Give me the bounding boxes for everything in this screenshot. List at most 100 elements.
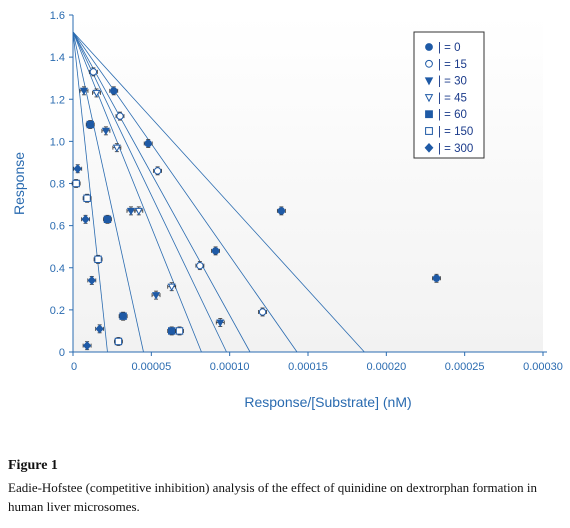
x-tick-label: 0.00030	[523, 361, 563, 373]
data-point	[79, 86, 89, 96]
fit-line	[72, 31, 144, 353]
data-point	[87, 275, 97, 285]
legend-marker	[425, 59, 433, 68]
y-axis-title: Response	[11, 152, 27, 215]
fit-line	[72, 31, 251, 353]
data-points	[71, 67, 441, 351]
legend-entry: | = 150	[438, 126, 473, 138]
data-point	[175, 326, 184, 336]
y-tick-label: 1.2	[50, 94, 65, 106]
y-tick-label: 0.4	[50, 263, 65, 275]
marker-circle-open	[89, 68, 98, 76]
data-point	[112, 143, 122, 153]
data-point	[109, 86, 119, 96]
y-tick-label: 0.2	[50, 305, 65, 317]
fit-lines	[72, 31, 365, 353]
data-point	[276, 206, 286, 216]
data-point	[143, 139, 153, 148]
marker-circle-open	[258, 308, 267, 316]
marker-triangle-filled	[101, 127, 110, 136]
x-tick-label: 0.00010	[210, 361, 250, 373]
marker-triangle-open	[134, 207, 143, 216]
legend-marker	[424, 142, 434, 153]
marker-circle-filled	[144, 139, 152, 148]
legend-marker	[424, 77, 434, 86]
figure-caption: Figure 1 Eadie-Hofstee (competitive inhi…	[8, 458, 563, 516]
marker-circle-open	[116, 112, 124, 120]
figure-label: Figure 1	[8, 458, 58, 473]
marker-diamond-filled	[95, 324, 104, 334]
data-point	[73, 164, 83, 174]
x-axis-title: Response/[Substrate] (nM)	[244, 394, 411, 410]
marker-square-open	[175, 327, 184, 335]
data-point	[92, 88, 101, 98]
marker-diamond-filled	[87, 275, 96, 285]
y-tick-label: 0.8	[50, 179, 65, 191]
legend-marker	[425, 127, 433, 135]
marker-circle-filled	[110, 87, 118, 95]
data-point	[211, 246, 220, 256]
data-point	[82, 341, 92, 351]
marker-diamond-filled	[82, 341, 92, 351]
y-tick-label: 0	[59, 347, 65, 359]
y-tick-label: 0.6	[50, 221, 65, 233]
marker-triangle-open	[92, 89, 101, 98]
figure-description: Eadie-Hofstee (competitive inhibition) a…	[8, 480, 537, 514]
marker-square-filled	[119, 312, 127, 320]
data-point	[71, 179, 81, 188]
fit-line	[72, 31, 108, 353]
fit-line	[72, 31, 202, 353]
legend-entry: | = 300	[438, 143, 473, 155]
data-point	[153, 166, 163, 176]
legend-marker	[425, 110, 433, 119]
data-point	[167, 282, 177, 292]
fit-line	[72, 31, 298, 353]
legend-entry: | = 0	[438, 42, 461, 54]
data-point	[101, 126, 111, 136]
data-point	[258, 307, 267, 317]
marker-square-open	[83, 194, 91, 202]
marker-square-open	[94, 255, 102, 264]
marker-triangle-filled	[79, 87, 88, 96]
x-tick-label: 0.00015	[288, 361, 328, 373]
fit-line	[72, 31, 365, 353]
axes: 0 0.2 0.4 0.6 0.8 1.0 1.2 1.4 1.6 0 0.00005 0.00010…	[50, 10, 563, 373]
legend: | = 0 | = 15 | = 30 | = 45 | = 60 | = 150 | = …	[413, 31, 485, 159]
data-point	[151, 290, 161, 300]
data-point	[93, 254, 103, 264]
eadie-hofstee-chart: 0 0.2 0.4 0.6 0.8 1.0 1.2 1.4 1.6 0 0.00005 0.00010…	[11, 10, 563, 410]
legend-entry: | = 30	[438, 76, 467, 88]
marker-triangle-filled	[152, 292, 161, 300]
marker-square-filled	[86, 120, 94, 129]
y-tick-label: 1.6	[50, 10, 65, 22]
marker-square-open	[72, 179, 80, 188]
legend-entry: | = 15	[438, 59, 467, 71]
marker-square-open	[114, 337, 123, 346]
x-tick-label: 0	[71, 361, 77, 373]
legend-marker	[425, 43, 433, 51]
legend-entry: | = 60	[438, 109, 467, 121]
data-point	[103, 214, 112, 224]
data-point	[82, 193, 92, 203]
data-point	[167, 326, 177, 336]
marker-diamond-filled	[73, 164, 82, 174]
marker-circle-filled	[432, 274, 441, 282]
data-point	[114, 337, 123, 346]
data-point	[195, 261, 205, 271]
x-tick-label: 0.00020	[366, 361, 406, 373]
data-point	[88, 67, 98, 77]
marker-circle-filled	[277, 207, 286, 215]
data-point	[118, 311, 128, 321]
marker-circle-open	[196, 261, 204, 270]
data-point	[432, 273, 441, 283]
marker-triangle-filled	[216, 319, 225, 328]
data-point	[95, 324, 105, 334]
data-point	[85, 120, 95, 129]
marker-triangle-open	[112, 144, 121, 153]
y-tick-label: 1.4	[50, 52, 65, 64]
legend-marker	[424, 94, 434, 103]
x-tick-label: 0.00005	[131, 361, 171, 373]
legend-entry: | = 45	[438, 92, 467, 104]
marker-square-filled	[103, 215, 112, 224]
fit-line	[72, 31, 227, 353]
